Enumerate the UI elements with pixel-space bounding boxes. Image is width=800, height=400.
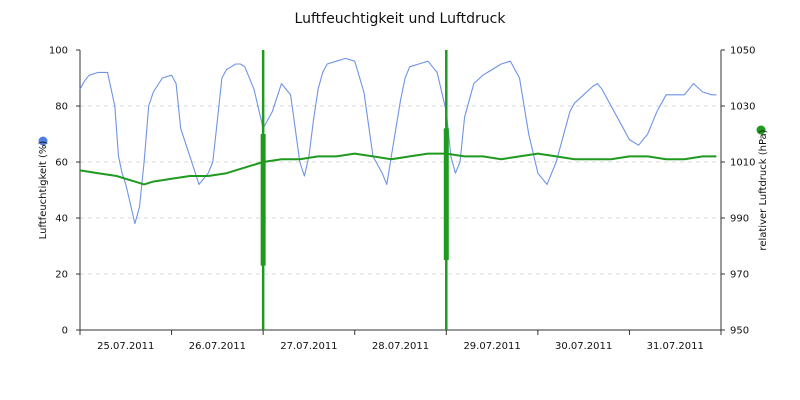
y-right-tick-label: 990 [730,214,749,225]
x-tick-label: 28.07.2011 [372,341,429,352]
y-right-tick-label: 1030 [730,102,755,113]
y-right-tick-label: 1010 [730,158,755,169]
y-left-tick-label: 80 [55,102,68,113]
y-right-axis-label: relativer Luftdruck (hPa) [758,129,769,250]
grid [80,105,721,275]
y-left-tick-label: 100 [49,46,68,57]
axes: 0 950 20 970 40 990 60 1010 80 1030 100 1050 25.07.2… [38,46,766,352]
x-tick-label: 31.07.2011 [647,341,704,352]
series [79,50,717,330]
x-tick-label: 30.07.2011 [555,341,612,352]
x-tick-label: 26.07.2011 [189,341,246,352]
y-right-tick-label: 970 [730,270,749,281]
pressure-line [79,152,717,186]
y-left-series-marker [38,136,48,146]
y-left-tick-label: 40 [55,214,68,225]
humidity-line [79,57,717,225]
y-left-tick-label: 0 [62,326,68,337]
y-right-tick-label: 1050 [730,46,755,57]
y-left-axis-label: Luftfeuchtigkeit (%) [38,141,49,240]
x-tick-label: 25.07.2011 [97,341,154,352]
y-right-tick-label: 950 [730,326,749,337]
y-left-tick-label: 60 [55,158,68,169]
chart-title: Luftfeuchtigkeit und Luftdruck [295,11,507,27]
y-left-tick-label: 20 [55,270,68,281]
x-tick-label: 29.07.2011 [463,341,520,352]
x-tick-label: 27.07.2011 [280,341,337,352]
y-right-series-marker [756,125,766,135]
